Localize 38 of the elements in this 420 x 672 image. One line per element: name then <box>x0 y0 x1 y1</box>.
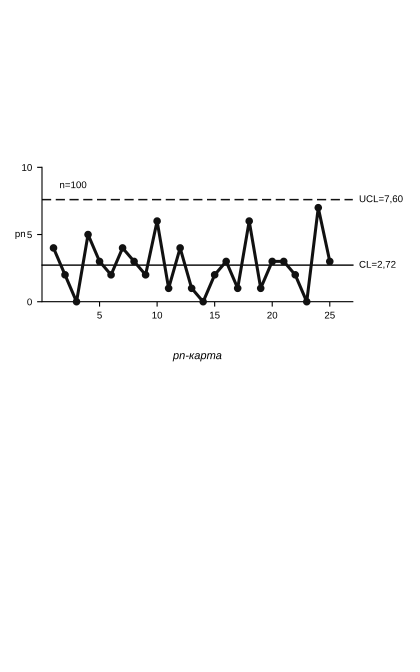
point <box>199 298 207 306</box>
point <box>291 271 300 279</box>
point <box>107 271 115 279</box>
point <box>302 298 311 306</box>
x-tick-label: 25 <box>324 312 335 319</box>
point <box>314 204 322 212</box>
point <box>72 298 80 306</box>
annotation: n=100 <box>60 181 86 188</box>
ref-line-label: UCL=7,60 <box>360 195 403 204</box>
point <box>176 244 184 252</box>
x-axis-title: pn-карта <box>172 353 222 362</box>
point <box>164 284 172 292</box>
y-tick-label: 5 <box>27 231 32 238</box>
point <box>130 258 138 266</box>
point <box>50 244 58 252</box>
x-tick-label: 10 <box>152 312 162 319</box>
point <box>61 271 69 279</box>
y-tick-label: 0 <box>27 298 32 306</box>
point <box>96 258 104 266</box>
point <box>84 230 92 238</box>
ref-line-label: CL=2,72 <box>360 260 396 269</box>
point <box>256 284 265 292</box>
x-tick-label: 5 <box>97 312 102 319</box>
point <box>234 284 242 292</box>
point <box>280 258 288 266</box>
point <box>142 271 150 279</box>
point <box>118 244 126 252</box>
point <box>245 217 254 225</box>
y-tick-label: 10 <box>22 164 32 171</box>
point <box>326 258 334 266</box>
x-tick-label: 15 <box>210 312 220 319</box>
point <box>188 284 196 292</box>
x-tick-label: 20 <box>267 312 278 319</box>
point <box>210 271 218 279</box>
point <box>153 217 161 225</box>
y-axis-title: pn <box>15 232 26 240</box>
point <box>222 258 230 266</box>
point <box>268 258 276 266</box>
